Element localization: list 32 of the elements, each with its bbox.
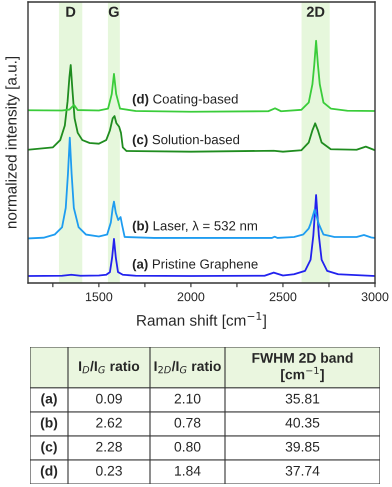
text: 1.84 [175,466,201,476]
series-label: (c) Solution-based [132,134,240,147]
series-label: (b) Laser, λ = 532 nm [132,220,257,234]
band-label: G [108,6,119,17]
x-axis-title: Raman shift [cm$^{−1}$] [137,312,266,329]
x-tick-label: 3000 [362,292,388,302]
text: 39.85 [286,442,320,452]
x-tick-label: 2000 [178,292,204,302]
text: 2.10 [174,394,200,404]
text: 0.78 [174,418,200,428]
text: (c) [41,441,57,454]
text: 40.35 [285,418,320,428]
text: 0.80 [174,442,200,452]
band-label: 2D [306,6,324,17]
series-label: (d) Coating-based [132,94,238,106]
x-tick-label: 1500 [86,292,112,302]
text: (b) [40,417,58,430]
text: I$_{2D}$/I$_{G}$ ratio [154,360,221,374]
band-label: D [66,6,76,17]
text: 0.09 [96,394,122,404]
text: 0.23 [96,466,122,476]
text: 2.28 [96,442,122,452]
series-label: (a) Pristine Graphene [132,258,258,272]
y-axis-title: normalized intensity [a.u.] [5,56,20,228]
text: 35.81 [286,394,320,404]
text: I$_{D}$/I$_{G}$ ratio [79,360,140,374]
text: 37.74 [286,466,320,476]
text: FWHM 2D band [cm$^{−1}$] [252,352,353,382]
text: 2.62 [96,418,122,428]
x-tick-label: 2500 [270,292,296,302]
text: (d) [40,466,58,478]
text: (a) [41,393,57,406]
